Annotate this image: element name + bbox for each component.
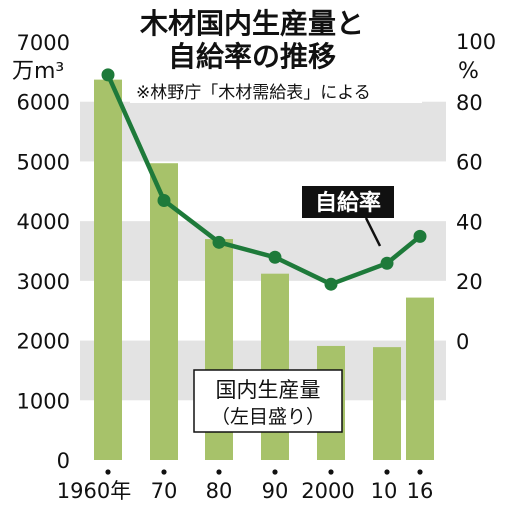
left-tick-label-4000: 4000: [17, 210, 70, 234]
right-axis-ticks: 0 20 40 60 80 100: [456, 30, 496, 354]
right-tick-label-40: 40: [456, 210, 483, 234]
left-axis-unit: 万m³: [12, 59, 64, 84]
left-tick-label-1000: 1000: [17, 389, 70, 413]
x-axis-ticks: 1960年 70 80 90 2000 10 16: [57, 469, 434, 503]
x-tick-mark-1990: [272, 469, 278, 475]
x-tick-mark-2010: [384, 469, 390, 475]
x-tick-label-1980: 80: [206, 479, 233, 503]
x-tick-label-2016: 16: [407, 479, 434, 503]
right-tick-label-20: 20: [456, 270, 483, 294]
right-tick-label-0: 0: [456, 330, 469, 354]
band-3000-4000: [80, 221, 446, 281]
chart-title-line-2: 自給率の推移: [168, 40, 336, 73]
line-point-1960: [101, 68, 115, 82]
left-tick-label-7000: 7000: [17, 31, 70, 55]
x-tick-label-1970: 70: [151, 479, 178, 503]
title-background: [118, 4, 410, 70]
left-tick-label-0: 0: [57, 449, 70, 473]
left-tick-label-6000: 6000: [17, 91, 70, 115]
line-series-label-pointer: [364, 217, 382, 247]
left-tick-label-2000: 2000: [17, 330, 70, 354]
source-background: [130, 79, 422, 103]
line-point-2010: [380, 256, 394, 270]
x-tick-label-2000: 2000: [301, 479, 354, 503]
line-series-group: [101, 68, 427, 291]
line-point-2000: [324, 277, 338, 291]
bar-series-note: （左目盛り）: [211, 406, 325, 428]
bar-2010: [373, 347, 401, 460]
chart-title-line-1: 木材国内生産量と: [139, 7, 364, 40]
x-tick-mark-2000: [328, 469, 334, 475]
bars-group: [94, 79, 434, 461]
right-tick-label-100: 100: [456, 30, 496, 54]
bar-series-label: 国内生産量: [216, 378, 321, 402]
source-note: ※林野庁「木材需給表」による: [136, 83, 371, 103]
left-tick-label-3000: 3000: [17, 270, 70, 294]
x-tick-label-1960: 1960年: [57, 479, 131, 503]
bar-1970: [150, 163, 178, 460]
bar-2016: [406, 297, 434, 460]
x-tick-label-2010: 10: [371, 479, 398, 503]
line-series-label-box: [302, 186, 394, 218]
x-tick-mark-2016: [417, 469, 423, 475]
right-tick-label-80: 80: [456, 91, 483, 115]
line-point-1980: [212, 235, 226, 249]
x-tick-mark-1960: [105, 469, 111, 475]
bar-series-label-box: [193, 369, 343, 433]
line-point-1970: [157, 193, 171, 207]
line-point-2016: [413, 229, 427, 243]
line-series-label: 自給率: [315, 190, 381, 216]
x-tick-label-1990: 90: [262, 479, 289, 503]
line-point-1990: [268, 250, 282, 264]
bar-1960: [94, 79, 122, 461]
left-axis-ticks: 0 1000 2000 3000 4000 5000 6000 7000: [17, 31, 70, 473]
right-axis-unit: %: [458, 59, 479, 84]
x-tick-mark-1980: [216, 469, 222, 475]
left-tick-label-5000: 5000: [17, 150, 70, 174]
right-tick-label-60: 60: [456, 151, 483, 175]
x-tick-mark-1970: [161, 469, 167, 475]
